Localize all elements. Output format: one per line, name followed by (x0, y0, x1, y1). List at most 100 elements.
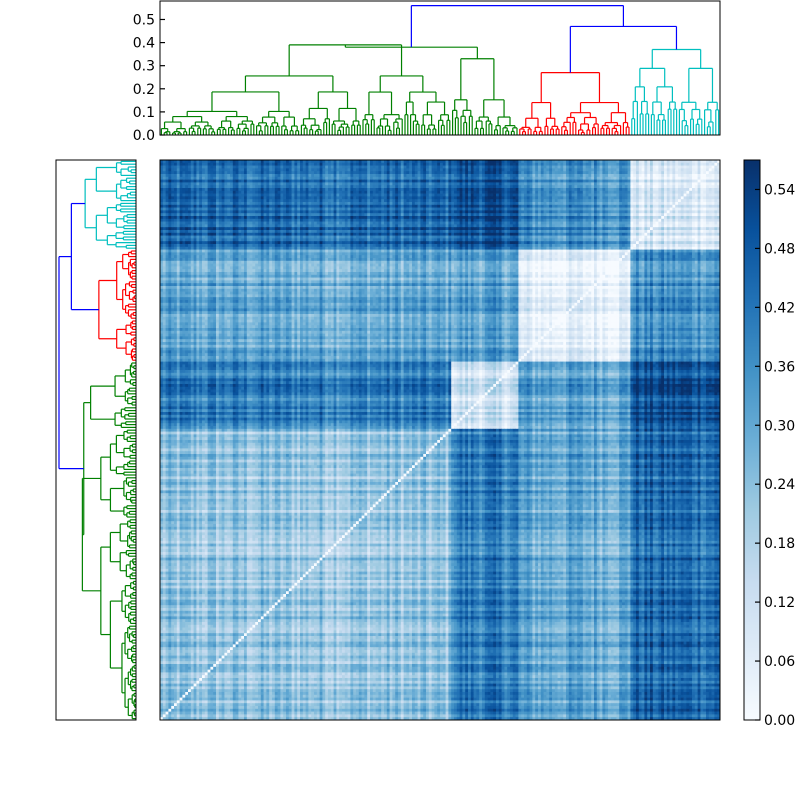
heatmap-cell (406, 168, 409, 171)
heatmap-cell (269, 166, 272, 169)
heatmap-cell (714, 163, 717, 166)
heatmap-cell (390, 168, 393, 171)
heatmap-cell (496, 171, 499, 174)
heatmap-cell (191, 171, 194, 174)
heatmap-cell (300, 166, 303, 169)
heatmap-cell (432, 171, 435, 174)
heatmap-cell (194, 163, 197, 166)
heatmap-cell (684, 163, 687, 166)
heatmap-cell (191, 166, 194, 169)
heatmap-cell (238, 168, 241, 171)
heatmap-cell (566, 168, 569, 171)
heatmap-cell (681, 166, 684, 169)
heatmap-cell (177, 163, 180, 166)
heatmap-cell (392, 166, 395, 169)
heatmap-cell (398, 166, 401, 169)
heatmap-cell (404, 163, 407, 166)
heatmap-cell (552, 166, 555, 169)
heatmap-cell (448, 163, 451, 166)
heatmap-cell (328, 166, 331, 169)
heatmap-cell (272, 168, 275, 171)
heatmap-cell (219, 168, 222, 171)
heatmap-cell (320, 163, 323, 166)
heatmap-cell (703, 163, 706, 166)
heatmap-cell (493, 166, 496, 169)
heatmap-cell (241, 171, 244, 174)
heatmap-cell (681, 168, 684, 171)
heatmap-cell (630, 166, 633, 169)
heatmap-cell (252, 168, 255, 171)
heatmap-cell (437, 171, 440, 174)
heatmap-cell (479, 163, 482, 166)
heatmap-cell (437, 166, 440, 169)
heatmap-cell (619, 163, 622, 166)
heatmap-cell (247, 163, 250, 166)
heatmap-cell (504, 163, 507, 166)
heatmap-cell (552, 168, 555, 171)
heatmap-cell (622, 168, 625, 171)
heatmap-cell (594, 171, 597, 174)
heatmap-cell (322, 163, 325, 166)
heatmap-cell (454, 163, 457, 166)
heatmap-cell (457, 168, 460, 171)
heatmap-cell (490, 166, 493, 169)
heatmap-cell (370, 171, 373, 174)
heatmap-cell (692, 168, 695, 171)
heatmap-cell (266, 171, 269, 174)
heatmap-cell (499, 168, 502, 171)
heatmap-cell (392, 171, 395, 174)
heatmap-cell (236, 163, 239, 166)
heatmap-cell (628, 163, 631, 166)
heatmap-cell (339, 166, 342, 169)
heatmap-cell (404, 168, 407, 171)
heatmap-cell (527, 171, 530, 174)
heatmap-cell (446, 168, 449, 171)
heatmap-cell (510, 171, 513, 174)
heatmap-cell (188, 171, 191, 174)
heatmap-cell (650, 166, 653, 169)
heatmap-cell (390, 166, 393, 169)
heatmap-cell (633, 166, 636, 169)
heatmap-cell (552, 171, 555, 174)
heatmap-cell (544, 168, 547, 171)
heatmap-cell (563, 168, 566, 171)
heatmap-cell (233, 163, 236, 166)
heatmap-cell (308, 168, 311, 171)
heatmap-cell (493, 163, 496, 166)
heatmap-cell (594, 163, 597, 166)
heatmap-cell (412, 166, 415, 169)
heatmap-cell (280, 163, 283, 166)
heatmap-cell (191, 163, 194, 166)
heatmap-cell (670, 166, 673, 169)
heatmap-cell (513, 171, 516, 174)
heatmap-cell (446, 166, 449, 169)
heatmap-cell (244, 163, 247, 166)
heatmap-cell (320, 168, 323, 171)
heatmap-cell (252, 163, 255, 166)
heatmap-cell (289, 163, 292, 166)
heatmap-cell (510, 166, 513, 169)
heatmap-cell (286, 166, 289, 169)
heatmap-cell (485, 171, 488, 174)
heatmap-cell (454, 166, 457, 169)
heatmap-cell (566, 171, 569, 174)
heatmap-cell (440, 166, 443, 169)
heatmap-cell (300, 168, 303, 171)
heatmap-cell (174, 166, 177, 169)
heatmap-cell (698, 168, 701, 171)
heatmap-cell (695, 171, 698, 174)
heatmap-cell (538, 168, 541, 171)
heatmap-cell (412, 168, 415, 171)
heatmap-cell (521, 163, 524, 166)
heatmap-cell (247, 168, 250, 171)
heatmap-cell (406, 171, 409, 174)
heatmap-cell (387, 166, 390, 169)
heatmap-cell (328, 171, 331, 174)
heatmap-cell (546, 171, 549, 174)
heatmap-cell (300, 163, 303, 166)
heatmap-cell (616, 166, 619, 169)
heatmap-cell (499, 171, 502, 174)
heatmap-cell (381, 168, 384, 171)
heatmap-cell (325, 166, 328, 169)
heatmap-cell (241, 166, 244, 169)
